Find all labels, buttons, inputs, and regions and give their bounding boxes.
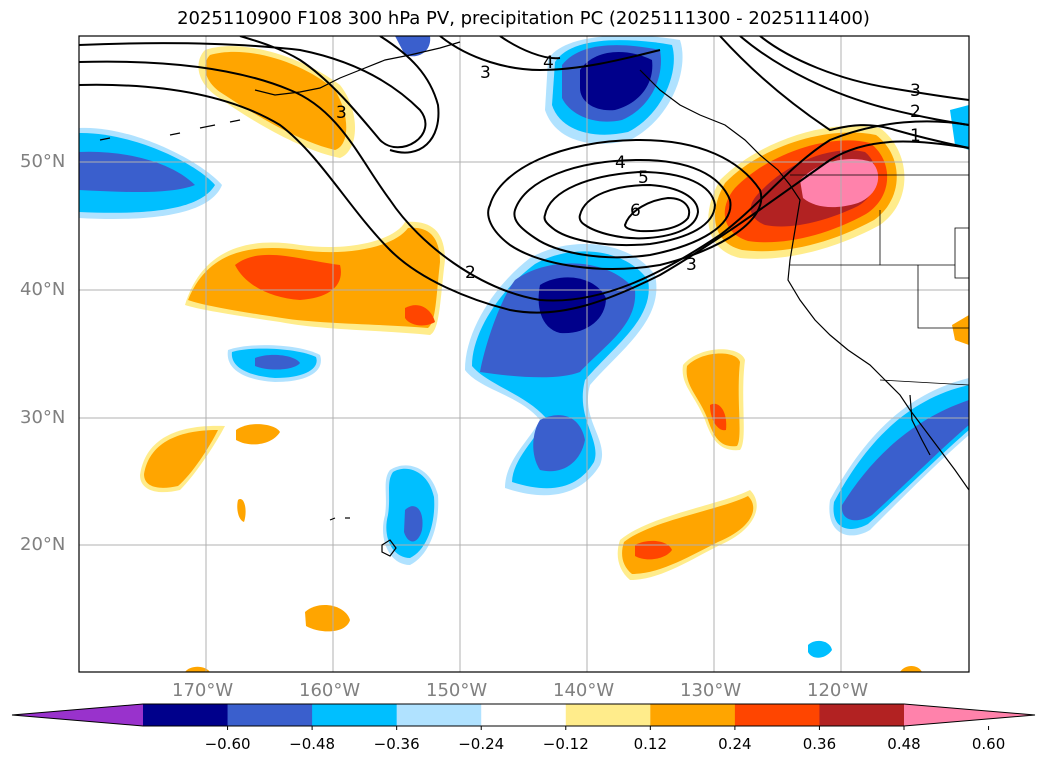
pv-label-2-central: 2 [465, 263, 476, 283]
lon-label-130w: 130°W [680, 680, 742, 701]
graticule [79, 36, 969, 672]
colorbar-tick-label: 0.36 [802, 735, 837, 753]
precip-negative-baja [829, 378, 969, 536]
pv-contour-labels: 3 4 4 5 6 3 2 3 2 1 3 [336, 53, 921, 283]
precip-positive-central-band [185, 221, 445, 335]
precip-negative-gulf-alaska [545, 36, 683, 144]
colorbar-tick-label: 0.12 [633, 735, 668, 753]
pv-label-3-west: 3 [336, 103, 347, 123]
pv-label-3-east: 3 [910, 81, 921, 101]
colorbar-tick-label: 0.60 [971, 735, 1006, 753]
precip-negative-hawaii [382, 465, 439, 565]
colorbar-tick-label: −0.24 [458, 735, 505, 753]
colorbar-segment [312, 704, 398, 726]
pv-label-6: 6 [630, 201, 641, 221]
colorbar-tick-label: −0.48 [289, 735, 336, 753]
colorbar-segment [819, 704, 905, 726]
lon-label-120w: 120°W [807, 680, 869, 701]
precip-negative-central [465, 243, 657, 496]
pv-label-3-central: 3 [686, 255, 697, 275]
plot-frame [78, 35, 970, 673]
colorbar-segment [734, 704, 820, 726]
pv-contours [79, 36, 969, 314]
lon-label-140w: 140°W [553, 680, 615, 701]
coastlines [99, 41, 969, 557]
pv-label-4: 4 [615, 153, 626, 173]
colorbar [11, 703, 1036, 730]
lon-label-170w: 170°W [172, 680, 234, 701]
colorbar-segment [481, 704, 567, 726]
precip-negative-nw [79, 127, 222, 220]
colorbar-tick-label: 0.24 [718, 735, 752, 753]
pv-label-1-east: 1 [910, 126, 921, 146]
precip-negative-small-south [808, 640, 832, 658]
colorbar-tick-label: −0.36 [373, 735, 420, 753]
colorbar-segment [143, 704, 229, 726]
map-title: 2025110900 F108 300 hPa PV, precipitatio… [177, 8, 870, 29]
pv-label-5: 5 [638, 168, 649, 188]
pv-label-4-north: 4 [543, 53, 554, 73]
precip-negative-small-west [227, 345, 321, 382]
precip-negative-east-edge [950, 105, 969, 150]
colorbar-outline [11, 703, 1036, 727]
precip-negative-small-north [395, 36, 431, 57]
lat-label-30n: 30°N [20, 407, 66, 428]
colorbar-segment [227, 704, 313, 726]
colorbar-tick-label: 0.48 [887, 735, 921, 753]
precip-positive-east-edge [952, 315, 969, 345]
lat-label-20n: 20°N [20, 534, 66, 555]
pv-label-3-north: 3 [480, 63, 491, 83]
colorbar-segment [650, 704, 736, 726]
colorbar-tick-label: −0.60 [204, 735, 251, 753]
pv-label-2-east: 2 [910, 102, 921, 122]
colorbar-segment [565, 704, 651, 726]
precip-positive-west-small [140, 424, 350, 632]
lon-label-160w: 160°W [299, 680, 361, 701]
borders [790, 174, 969, 386]
colorbar-extend-high [904, 704, 1035, 726]
colorbar-tick-label: −0.12 [542, 735, 589, 753]
lat-label-50n: 50°N [20, 151, 66, 172]
colorbar-segment [396, 704, 482, 726]
colorbar-extend-low [12, 704, 143, 726]
lon-label-150w: 150°W [426, 680, 488, 701]
lat-label-40n: 40°N [20, 279, 66, 300]
